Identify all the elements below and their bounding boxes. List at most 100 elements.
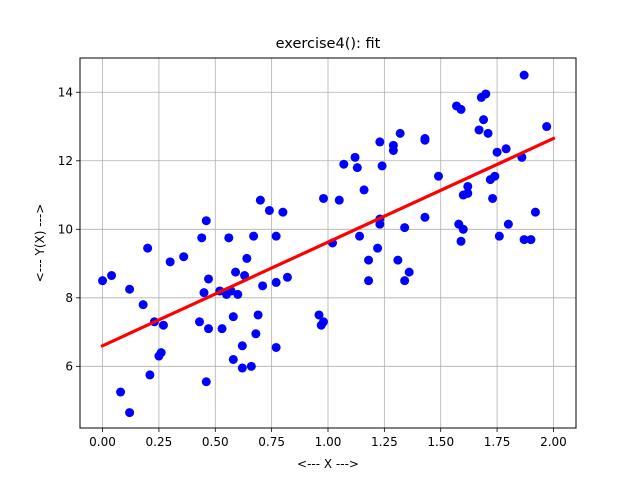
- x-tick-label: 0.50: [202, 435, 229, 449]
- data-point: [519, 235, 529, 245]
- y-tick-label: 10: [58, 222, 73, 236]
- data-point: [530, 207, 540, 217]
- y-tick-label: 8: [65, 291, 73, 305]
- data-point: [201, 377, 211, 387]
- data-point: [481, 89, 491, 99]
- data-point: [228, 354, 238, 364]
- data-point: [393, 255, 403, 265]
- data-point: [253, 310, 263, 320]
- x-tick-label: 0.00: [89, 435, 116, 449]
- data-point: [255, 195, 265, 205]
- data-point: [420, 212, 430, 222]
- x-tick-label: 1.25: [371, 435, 398, 449]
- data-point: [456, 236, 466, 246]
- data-point: [377, 161, 387, 171]
- y-axis-ticks: 6 8 10 12 14: [58, 85, 80, 373]
- data-point: [125, 408, 135, 418]
- data-point: [339, 159, 349, 169]
- grid-lines: [80, 58, 576, 428]
- data-point: [179, 252, 189, 262]
- data-point: [98, 276, 108, 286]
- data-point: [490, 171, 500, 181]
- y-tick-label: 6: [65, 359, 73, 373]
- data-point: [231, 267, 241, 277]
- data-point: [400, 276, 410, 286]
- data-point: [542, 122, 552, 132]
- data-points: [98, 70, 552, 418]
- x-tick-label: 1.75: [484, 435, 511, 449]
- data-point: [107, 271, 117, 281]
- data-point: [165, 257, 175, 267]
- data-point: [359, 185, 369, 195]
- data-point: [375, 137, 385, 147]
- data-point: [463, 181, 473, 191]
- data-point: [237, 363, 247, 373]
- data-point: [249, 231, 259, 241]
- data-point: [224, 233, 234, 243]
- data-point: [246, 361, 256, 371]
- data-point: [474, 125, 484, 135]
- y-tick-label: 12: [58, 154, 73, 168]
- data-point: [503, 219, 513, 229]
- data-point: [282, 272, 292, 282]
- data-point: [388, 146, 398, 155]
- data-point: [479, 115, 489, 125]
- data-point: [318, 317, 328, 327]
- fit-line-group: [100, 136, 556, 348]
- x-tick-label: 1.50: [427, 435, 454, 449]
- x-tick-label: 2.00: [540, 435, 567, 449]
- data-point: [143, 243, 153, 253]
- data-point: [373, 243, 383, 253]
- data-point: [334, 195, 344, 205]
- data-point: [456, 104, 466, 114]
- data-point: [404, 267, 414, 277]
- data-point: [271, 231, 281, 241]
- data-point: [318, 193, 328, 203]
- data-point: [116, 387, 126, 397]
- data-point: [228, 312, 238, 322]
- data-point: [458, 224, 468, 234]
- data-point: [194, 317, 204, 327]
- data-point: [251, 329, 261, 339]
- x-tick-label: 0.75: [258, 435, 285, 449]
- data-point: [258, 281, 268, 291]
- data-point: [264, 205, 274, 215]
- data-point: [233, 289, 243, 299]
- data-point: [314, 310, 324, 320]
- data-point: [201, 216, 211, 226]
- data-point: [352, 163, 362, 173]
- data-point: [271, 277, 281, 287]
- data-point: [350, 152, 360, 162]
- data-point: [519, 70, 529, 80]
- data-point: [492, 147, 502, 157]
- data-point: [364, 255, 374, 265]
- y-axis-label: <--- Y(X) --->: [33, 204, 47, 283]
- data-point: [197, 233, 207, 243]
- data-point: [158, 320, 168, 330]
- x-tick-label: 0.25: [146, 435, 173, 449]
- data-point: [526, 235, 536, 245]
- x-axis-label: <--- X --->: [297, 457, 359, 471]
- x-axis-ticks: 0.00 0.25 0.50 0.75 1.00 1.25 1.50 1.75 2.00: [89, 428, 567, 449]
- data-point: [488, 193, 498, 203]
- data-point: [494, 231, 504, 241]
- data-point: [125, 284, 135, 294]
- fit-line: [100, 136, 556, 348]
- data-point: [242, 253, 252, 263]
- data-point: [364, 276, 374, 286]
- data-point: [156, 348, 166, 358]
- data-point: [138, 300, 148, 310]
- data-point: [420, 134, 430, 144]
- data-point: [400, 223, 410, 233]
- data-point: [433, 171, 443, 181]
- data-point: [204, 274, 214, 284]
- data-point: [463, 188, 473, 198]
- data-point: [237, 341, 247, 351]
- x-tick-label: 1.00: [315, 435, 342, 449]
- data-point: [199, 288, 209, 298]
- data-point: [375, 219, 385, 229]
- data-point: [204, 324, 214, 334]
- y-tick-label: 14: [58, 85, 73, 99]
- data-point: [355, 231, 365, 241]
